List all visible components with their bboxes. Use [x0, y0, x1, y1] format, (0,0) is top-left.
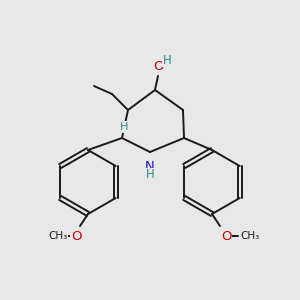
Text: H: H	[163, 53, 171, 67]
Text: CH₃: CH₃	[48, 231, 68, 241]
Text: H: H	[120, 122, 128, 132]
Text: N: N	[145, 160, 155, 172]
Text: O: O	[71, 230, 81, 242]
Text: H: H	[146, 169, 154, 182]
Text: O: O	[153, 59, 163, 73]
Text: O: O	[221, 230, 231, 242]
Text: CH₃: CH₃	[240, 231, 260, 241]
